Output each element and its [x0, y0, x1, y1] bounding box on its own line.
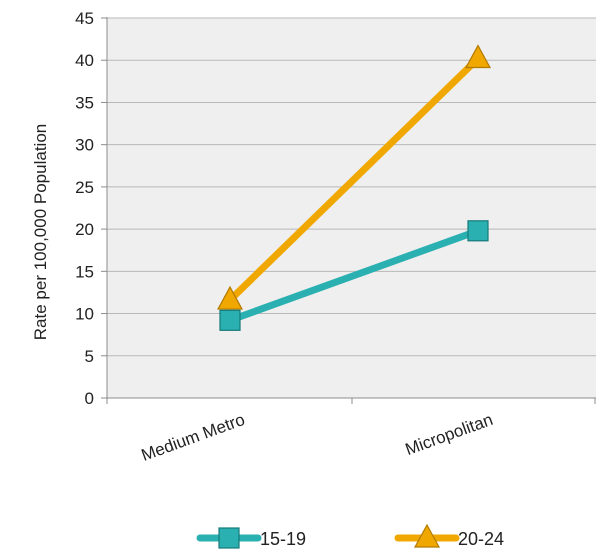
- y-tick-label: 35: [75, 93, 94, 112]
- data-point-marker: [219, 309, 241, 331]
- data-point-marker: [464, 44, 492, 69]
- y-tick-labels: 0 5 10 15 20 25 30 35 40 45: [75, 9, 94, 408]
- y-tick-label: 30: [75, 136, 94, 155]
- legend-label: 20-24: [458, 529, 504, 549]
- legend-item: 15-19: [196, 527, 306, 549]
- y-tick-label: 5: [85, 347, 94, 366]
- series: [216, 44, 492, 331]
- data-point-marker: [216, 285, 244, 310]
- series-line: [226, 55, 482, 304]
- legend-label: 15-19: [260, 529, 306, 549]
- y-tick-label: 40: [75, 51, 94, 70]
- axes: [101, 17, 596, 404]
- x-tick-label: Micropolitan: [403, 410, 496, 459]
- series-15-19: [219, 220, 489, 331]
- plot-area: [107, 18, 596, 398]
- legend-marker: [218, 527, 240, 549]
- y-tick-label: 45: [75, 9, 94, 28]
- series-20-24: [216, 44, 492, 310]
- x-tick-labels: Medium Metro Micropolitan: [139, 410, 496, 465]
- legend: 15-19 20-24: [196, 523, 504, 549]
- series-line: [226, 227, 482, 324]
- y-tick-label: 15: [75, 262, 94, 281]
- y-tick-label: 20: [75, 220, 94, 239]
- y-tick-label: 25: [75, 178, 94, 197]
- y-axis-title: Rate per 100,000 Population: [31, 124, 50, 340]
- data-point-marker: [467, 220, 489, 242]
- legend-item: 20-24: [394, 523, 504, 549]
- gridlines: [107, 17, 596, 357]
- legend-marker: [413, 523, 441, 548]
- x-tick-label: Medium Metro: [139, 410, 248, 465]
- y-tick-label: 10: [75, 305, 94, 324]
- y-tick-label: 0: [85, 389, 94, 408]
